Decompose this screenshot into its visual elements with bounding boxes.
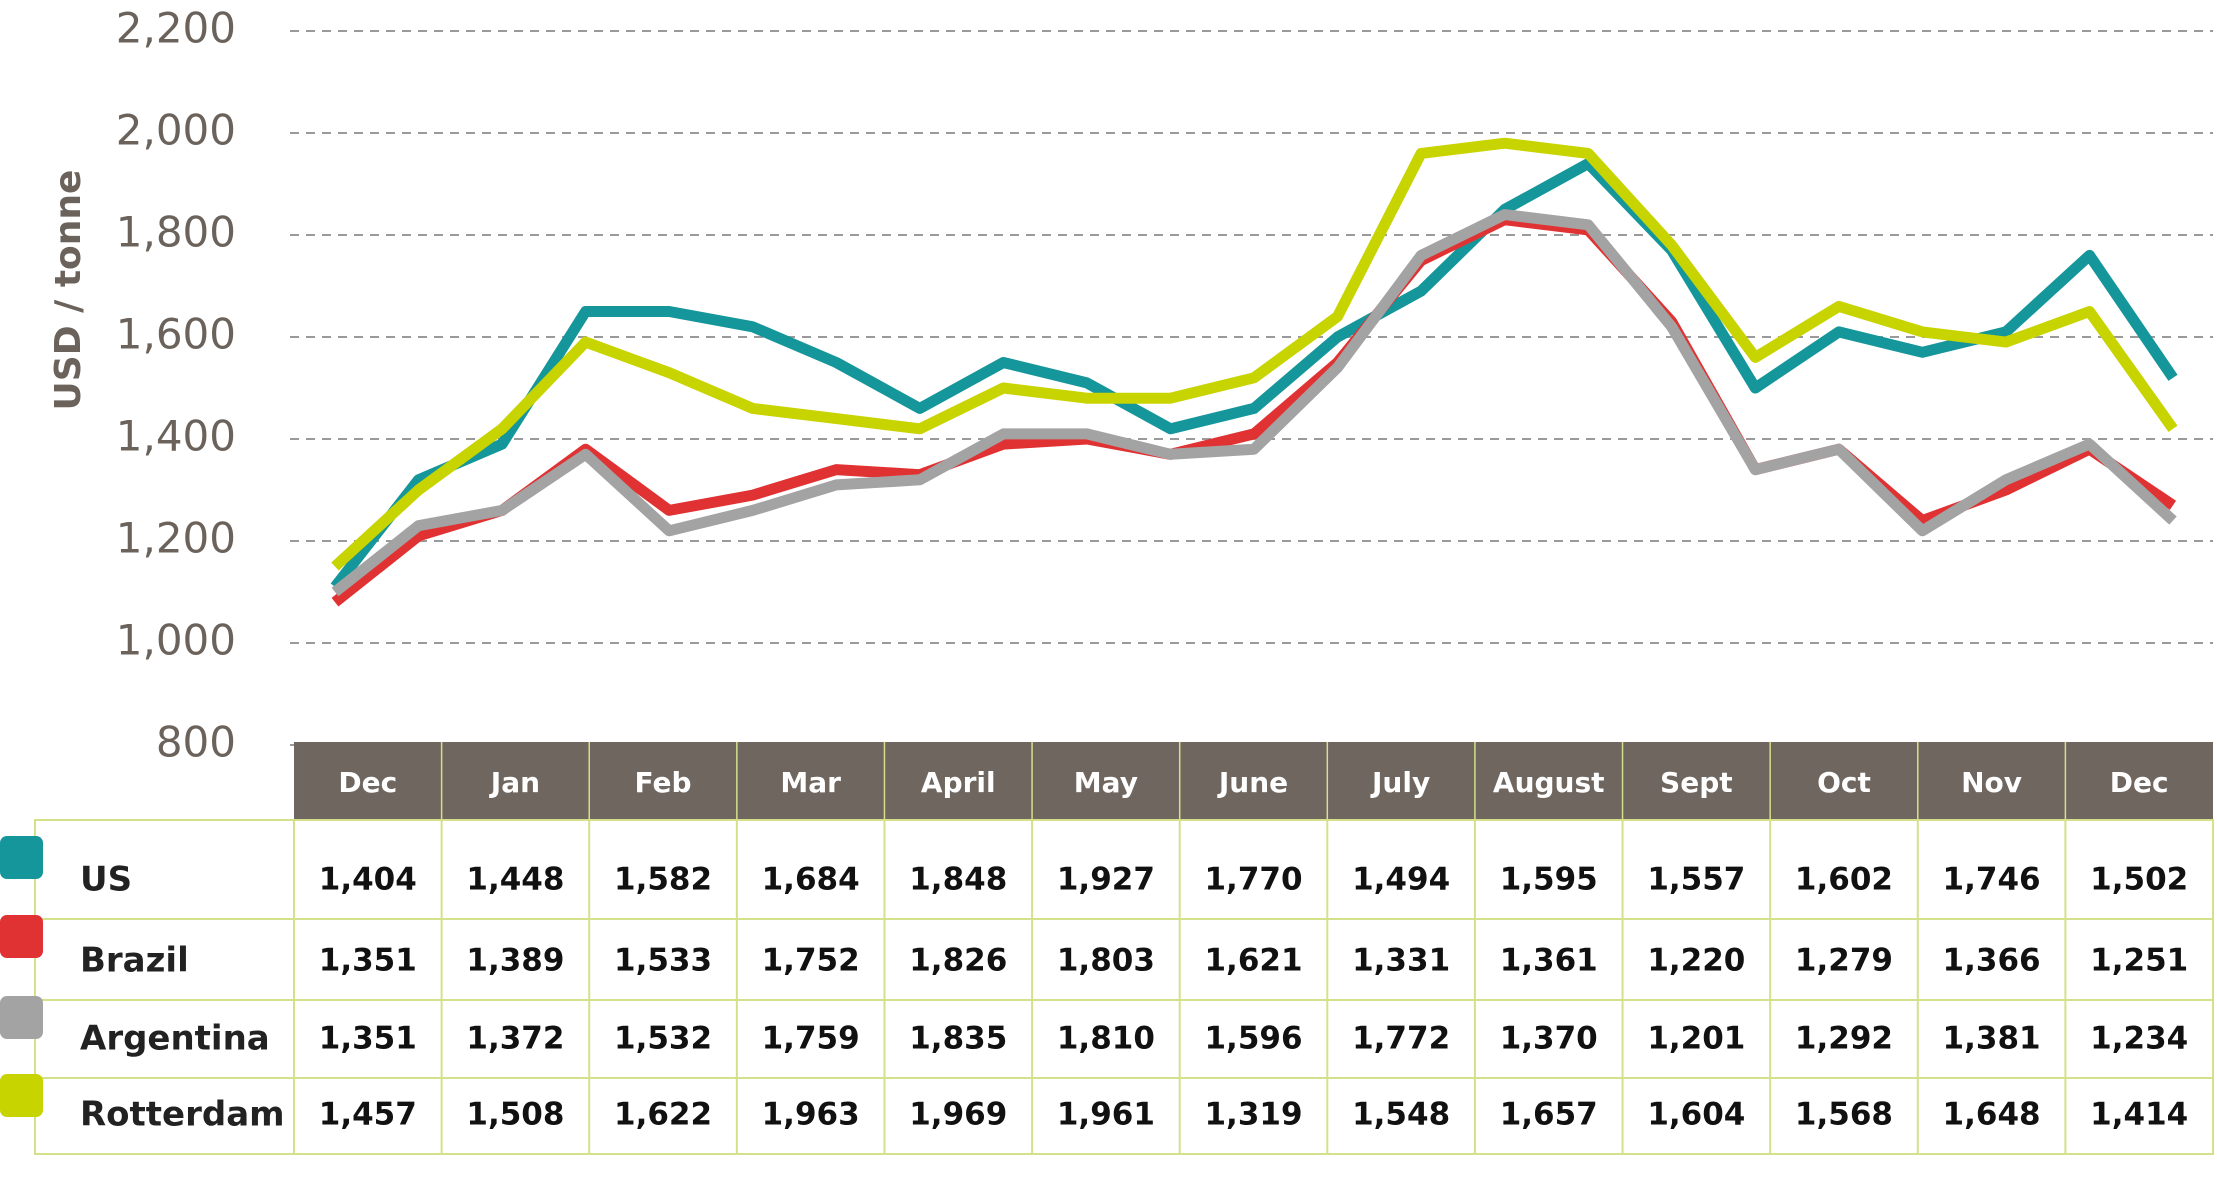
cell: 1,457	[319, 1097, 417, 1133]
cell: 1,746	[1943, 862, 2041, 898]
cell: 1,251	[2090, 943, 2188, 979]
cell: 1,622	[614, 1097, 712, 1133]
cell: 1,331	[1352, 943, 1450, 979]
cell: 1,969	[909, 1097, 1007, 1133]
cell: 1,502	[2090, 862, 2188, 898]
row-label: US	[80, 860, 132, 900]
cell: 1,595	[1500, 862, 1598, 898]
line-series	[331, 209, 2177, 597]
column-header: July	[1370, 766, 1430, 799]
cell: 1,366	[1943, 943, 2041, 979]
cell: 1,772	[1352, 1021, 1450, 1057]
cell: 1,370	[1500, 1021, 1598, 1057]
cell: 1,234	[2090, 1021, 2188, 1057]
cell: 1,770	[1204, 862, 1302, 898]
cell: 1,557	[1647, 862, 1745, 898]
cell: 1,810	[1057, 1021, 1155, 1057]
cell: 1,621	[1204, 943, 1302, 979]
column-header: May	[1074, 766, 1138, 799]
line-series	[330, 158, 2178, 591]
cell: 1,351	[319, 1021, 417, 1057]
cell: 1,532	[614, 1021, 712, 1057]
table-header	[294, 742, 2213, 820]
cell: 1,759	[762, 1021, 860, 1057]
y-tick-label: 1,800	[116, 208, 236, 257]
y-tick-label: 2,000	[116, 106, 236, 155]
cell: 1,448	[466, 862, 564, 898]
cell: 1,582	[614, 862, 712, 898]
cell: 1,201	[1647, 1021, 1745, 1057]
column-header: June	[1217, 766, 1288, 799]
column-header: Jan	[489, 766, 540, 799]
line-series	[331, 137, 2178, 571]
column-header: Oct	[1817, 766, 1871, 799]
cell: 1,319	[1204, 1097, 1302, 1133]
cell: 1,826	[909, 943, 1007, 979]
cell: 1,927	[1057, 862, 1155, 898]
cell: 1,657	[1500, 1097, 1598, 1133]
cell: 1,292	[1795, 1021, 1893, 1057]
cell: 1,835	[909, 1021, 1007, 1057]
row-label: Argentina	[80, 1019, 270, 1059]
cell: 1,414	[2090, 1097, 2188, 1133]
cell: 1,963	[762, 1097, 860, 1133]
column-header: August	[1493, 766, 1605, 799]
column-header: Dec	[338, 766, 397, 799]
cell: 1,404	[319, 862, 417, 898]
y-tick-label: 1,000	[116, 616, 236, 665]
cell: 1,508	[466, 1097, 564, 1133]
y-tick-label: 800	[156, 718, 236, 767]
row-label: Brazil	[80, 941, 189, 981]
cell: 1,372	[466, 1021, 564, 1057]
cell: 1,848	[909, 862, 1007, 898]
legend-swatch	[0, 915, 43, 958]
cell: 1,548	[1352, 1097, 1450, 1133]
row-label: Rotterdam	[80, 1095, 285, 1135]
y-axis-label: USD / tonne	[48, 170, 89, 411]
cell: 1,361	[1500, 943, 1598, 979]
column-header: Feb	[635, 766, 692, 799]
legend-swatch	[0, 1074, 43, 1117]
legend-swatch	[0, 996, 43, 1039]
y-tick-label: 1,200	[116, 514, 236, 563]
cell: 1,533	[614, 943, 712, 979]
cell: 1,596	[1204, 1021, 1302, 1057]
cell: 1,648	[1943, 1097, 2041, 1133]
legend-swatch	[0, 836, 43, 879]
cell: 1,803	[1057, 943, 1155, 979]
y-tick-label: 1,400	[116, 412, 236, 461]
y-tick-label: 2,200	[116, 4, 236, 53]
cell: 1,389	[466, 943, 564, 979]
cell: 1,752	[762, 943, 860, 979]
y-tick-label: 1,600	[116, 310, 236, 359]
cell: 1,684	[762, 862, 860, 898]
cell: 1,604	[1647, 1097, 1745, 1133]
column-header: Nov	[1961, 766, 2022, 799]
column-header: Sept	[1660, 766, 1733, 799]
column-header: Mar	[780, 766, 841, 799]
column-header: Dec	[2110, 766, 2169, 799]
cell: 1,351	[319, 943, 417, 979]
cell: 1,602	[1795, 862, 1893, 898]
cell: 1,961	[1057, 1097, 1155, 1133]
cell: 1,381	[1943, 1021, 2041, 1057]
cell: 1,220	[1647, 943, 1745, 979]
cell: 1,494	[1352, 862, 1450, 898]
column-header: April	[921, 766, 996, 799]
cell: 1,279	[1795, 943, 1893, 979]
cell: 1,568	[1795, 1097, 1893, 1133]
